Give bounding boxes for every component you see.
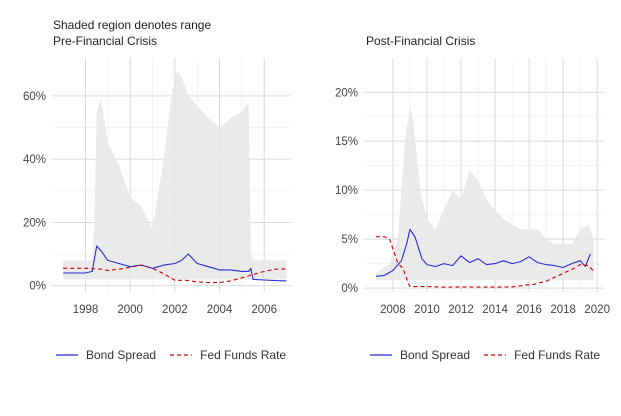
fed-funds-rate-line — [63, 264, 287, 284]
y-tick-label: 15% — [335, 136, 358, 148]
legend-label-fed-funds-rate: Fed Funds Rate — [514, 348, 601, 362]
y-tick-label: 10% — [335, 185, 358, 197]
y-tick-label: 5% — [341, 234, 358, 246]
dashed-line-swatch-icon — [170, 354, 193, 356]
fed-funds-rate-line — [375, 236, 595, 288]
left-panel-title: Pre-Financial Crisis — [53, 34, 158, 48]
legend-label-fed-funds-rate: Fed Funds Rate — [200, 348, 287, 362]
y-tick-label: 0% — [341, 283, 358, 295]
x-tick-label: 2020 — [584, 304, 610, 316]
x-tick-label: 2004 — [207, 304, 233, 316]
chart-caption: Shaded region denotes range — [53, 18, 212, 32]
x-tick-label: 2000 — [117, 304, 143, 316]
dashed-line-swatch-icon — [484, 354, 507, 356]
x-tick-label: 2006 — [251, 304, 277, 316]
right-panel-title: Post-Financial Crisis — [366, 34, 476, 48]
y-tick-label: 40% — [23, 154, 46, 166]
bond-spread-line — [63, 245, 287, 282]
x-tick-label: 2018 — [550, 304, 576, 316]
x-tick-label: 2016 — [516, 304, 542, 316]
y-tick-label: 0% — [29, 281, 46, 293]
x-tick-label: 2012 — [448, 304, 474, 316]
legend-item-bond-spread: Bond Spread — [370, 348, 470, 362]
y-tick-label: 20% — [335, 87, 358, 99]
x-tick-label: 2008 — [380, 304, 406, 316]
y-tick-label: 20% — [23, 217, 46, 229]
legend-item-fed-funds-rate: Fed Funds Rate — [484, 348, 600, 362]
right-legend: Bond Spread Fed Funds Rate — [370, 348, 614, 362]
x-tick-label: 2010 — [414, 304, 440, 316]
solid-line-swatch-icon — [56, 354, 78, 356]
bond-spread-line — [375, 228, 591, 277]
solid-line-swatch-icon — [370, 354, 392, 356]
legend-item-bond-spread: Bond Spread — [56, 348, 156, 362]
y-tick-label: 60% — [23, 91, 46, 103]
range-band — [63, 70, 287, 280]
legend-label-bond-spread: Bond Spread — [400, 348, 471, 362]
left-legend: Bond Spread Fed Funds Rate — [56, 348, 300, 362]
range-band — [375, 107, 594, 281]
x-tick-label: 2014 — [482, 304, 508, 316]
x-tick-label: 2002 — [162, 304, 188, 316]
legend-item-fed-funds-rate: Fed Funds Rate — [170, 348, 286, 362]
x-tick-label: 1998 — [73, 304, 99, 316]
legend-label-bond-spread: Bond Spread — [86, 348, 157, 362]
